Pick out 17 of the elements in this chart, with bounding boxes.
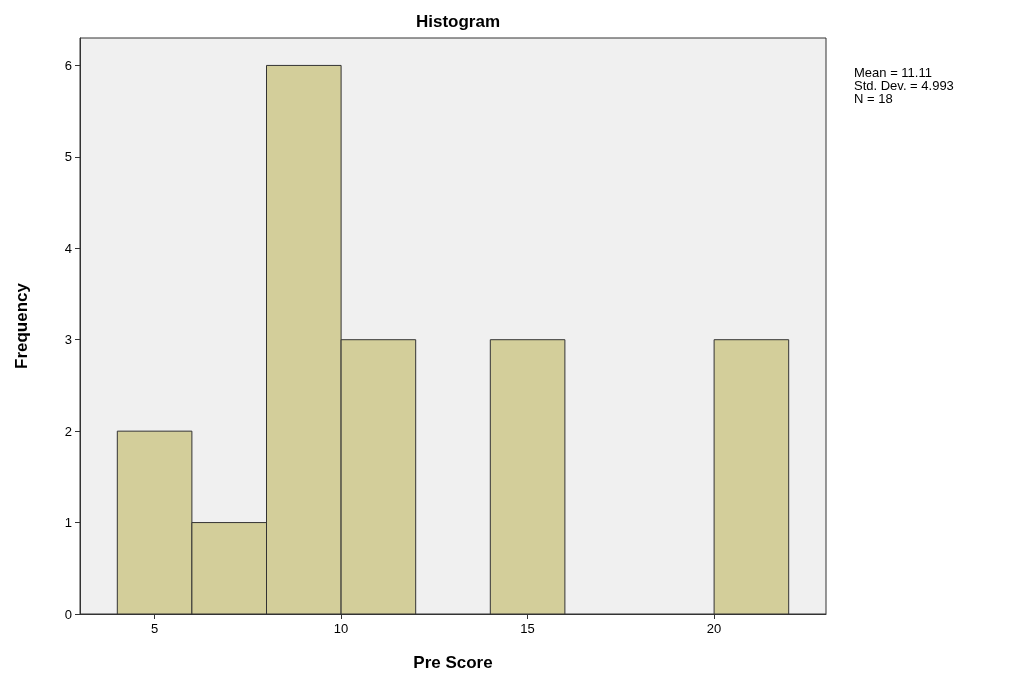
y-tick-label: 2 — [64, 423, 72, 439]
y-tick-label: 3 — [64, 332, 72, 348]
y-tick-label: 6 — [64, 57, 72, 73]
x-tick-label: 20 — [706, 621, 722, 636]
y-axis-title: Frequency — [12, 282, 31, 369]
y-tick-label: 0 — [64, 606, 72, 622]
x-tick-label: 15 — [520, 621, 535, 636]
text: Mean = 11.11 — [854, 65, 932, 80]
y-tick-label: 4 — [64, 240, 72, 256]
x-tick-label: 10 — [333, 621, 349, 636]
x-tick-label: 5 — [150, 621, 159, 636]
x-axis-title: Pre Score — [413, 653, 493, 672]
y-tick-label: 1 — [64, 515, 72, 531]
text: N = 18 — [854, 91, 893, 106]
y-tick-label: 5 — [64, 149, 72, 165]
text: Std. Dev. = 4.993 — [854, 78, 954, 93]
chart-title: Histogram — [415, 12, 501, 31]
